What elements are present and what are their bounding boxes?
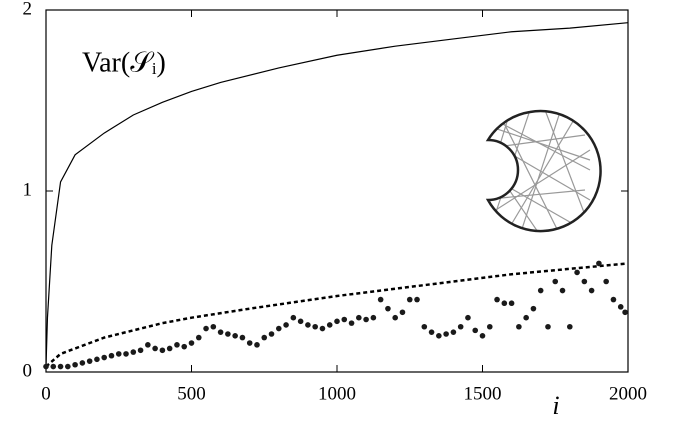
data-point	[297, 318, 304, 325]
data-point	[159, 347, 166, 354]
data-point	[421, 323, 428, 330]
data-point	[108, 352, 115, 359]
data-point	[130, 349, 137, 355]
data-point	[195, 334, 202, 341]
data-point	[516, 323, 522, 330]
billiard-inset	[485, 109, 602, 233]
data-point	[377, 296, 384, 303]
data-point	[406, 296, 413, 303]
data-point	[588, 287, 595, 294]
data-point	[276, 325, 282, 332]
data-point	[115, 351, 122, 357]
data-point	[225, 331, 231, 337]
data-point	[290, 314, 297, 321]
solid-curve	[45, 22, 629, 367]
data-point	[479, 333, 486, 339]
x-tick-label: 500	[177, 383, 206, 404]
data-point	[552, 278, 559, 285]
data-point	[43, 363, 49, 370]
data-point	[603, 278, 609, 285]
data-point	[312, 323, 318, 330]
data-point	[232, 333, 238, 339]
x-tick-label: 1000	[318, 383, 356, 404]
data-point	[174, 342, 180, 348]
x-tick-label: 0	[41, 383, 51, 404]
data-point	[137, 347, 144, 354]
data-point	[472, 327, 479, 334]
x-tick-label: 2000	[609, 383, 647, 404]
data-point	[348, 320, 355, 326]
data-point	[79, 360, 86, 366]
data-point	[239, 334, 246, 341]
data-point	[596, 260, 602, 267]
data-point	[283, 322, 289, 328]
x-tick-label: 1500	[464, 383, 502, 404]
data-point	[428, 329, 435, 335]
data-point	[494, 296, 500, 303]
data-point	[268, 331, 275, 337]
data-point	[537, 287, 544, 294]
data-point	[443, 331, 449, 337]
data-point	[181, 343, 188, 350]
annotation: Var(𝒮ᵢ)	[82, 47, 166, 78]
data-point	[57, 363, 64, 370]
y-tick-label: 0	[23, 360, 33, 381]
data-point	[305, 322, 311, 328]
data-point	[622, 309, 628, 316]
data-point	[210, 323, 217, 330]
data-point	[188, 340, 195, 346]
data-point	[246, 340, 253, 346]
data-point	[50, 363, 57, 370]
data-point	[581, 278, 588, 285]
data-point	[86, 358, 93, 364]
data-point	[341, 316, 348, 323]
data-point	[385, 305, 391, 312]
x-axis-label: i	[552, 391, 559, 420]
data-point	[72, 361, 78, 368]
data-point	[523, 314, 529, 321]
y-tick-label: 1	[23, 179, 33, 200]
data-point	[203, 325, 209, 332]
data-point	[217, 329, 224, 335]
data-point	[465, 314, 471, 321]
data-point	[363, 316, 369, 323]
data-point	[370, 314, 377, 321]
data-point	[101, 354, 107, 361]
data-point	[123, 351, 129, 357]
data-point	[399, 309, 406, 316]
data-point	[450, 329, 457, 335]
data-point	[254, 342, 260, 348]
data-point	[414, 296, 420, 303]
data-point	[152, 345, 158, 352]
data-point	[436, 333, 442, 339]
data-point	[392, 314, 399, 321]
data-point	[501, 300, 508, 307]
data-point	[545, 323, 551, 330]
data-point	[334, 318, 340, 325]
data-point	[574, 269, 580, 276]
data-point	[486, 323, 493, 330]
data-point	[65, 363, 71, 370]
y-tick-label: 2	[23, 0, 33, 19]
data-point	[457, 323, 464, 330]
data-point	[617, 304, 624, 310]
dashed-curve	[45, 262, 629, 368]
data-point	[145, 342, 151, 348]
data-point	[508, 300, 515, 307]
data-point	[610, 296, 617, 303]
data-point	[319, 325, 326, 332]
data-point	[261, 334, 268, 341]
data-point	[559, 287, 566, 294]
data-point	[166, 345, 173, 352]
data-point	[530, 305, 537, 312]
data-point	[326, 322, 333, 328]
data-point	[356, 314, 362, 321]
data-point	[94, 356, 100, 363]
data-point	[567, 323, 573, 330]
